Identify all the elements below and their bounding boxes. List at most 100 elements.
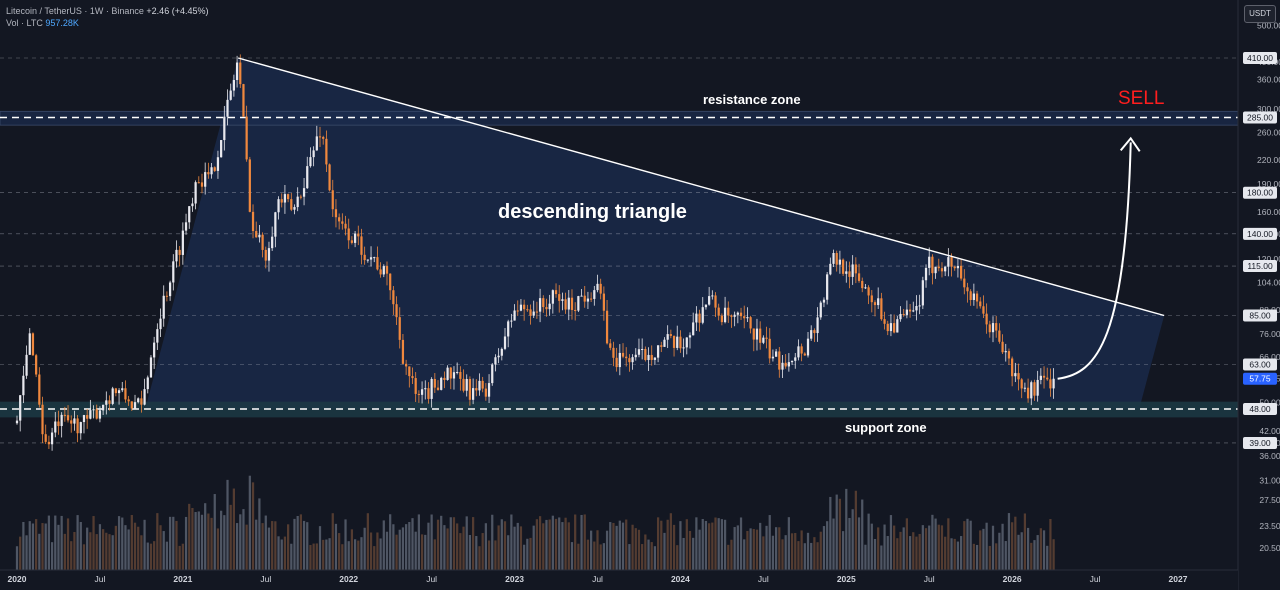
volume-bar — [711, 522, 714, 570]
volume-bar — [669, 513, 672, 570]
candle-body — [861, 280, 864, 289]
candle-body — [280, 199, 283, 203]
volume-bar — [175, 520, 178, 570]
candle-body — [353, 233, 357, 243]
candle-body — [430, 378, 433, 399]
volume-bar — [57, 524, 60, 570]
volume-bar — [325, 539, 328, 570]
candle-body — [331, 190, 334, 210]
candle-body — [778, 351, 781, 370]
volume-bar — [38, 533, 41, 570]
candle-body — [819, 302, 822, 318]
symbol-title[interactable]: Litecoin / TetherUS · 1W · Binance — [6, 6, 144, 16]
candle-body — [676, 336, 679, 348]
volume-bar — [468, 535, 472, 570]
volume-bar — [274, 521, 277, 570]
candle-body — [720, 315, 724, 323]
volume-bar — [1011, 522, 1014, 570]
candle-body — [618, 352, 621, 368]
candle-body — [223, 116, 226, 141]
volume-bar — [392, 524, 395, 570]
candle-body — [1049, 379, 1052, 389]
volume-bar — [918, 533, 921, 570]
candle-body — [743, 316, 746, 319]
candle-body — [532, 311, 535, 316]
candle-body — [60, 414, 63, 427]
candle-body — [28, 333, 31, 355]
candle-body — [516, 310, 519, 312]
volume-bar — [181, 543, 184, 570]
volume-bar — [22, 521, 25, 570]
candle-body — [50, 432, 54, 445]
candle-body — [204, 172, 207, 187]
candle-body — [191, 203, 194, 207]
price-tick-label: 20.50 — [1259, 543, 1280, 553]
candle-body — [436, 387, 440, 390]
candle-body — [181, 230, 184, 255]
currency-button[interactable]: USDT — [1244, 5, 1276, 23]
volume-bar — [165, 541, 169, 570]
candle-body — [848, 271, 851, 277]
volume-bar — [641, 544, 644, 570]
volume-bar — [25, 535, 28, 570]
volume-bar — [644, 534, 647, 570]
volume-bar — [755, 529, 759, 570]
volume-bar — [213, 494, 216, 570]
volume-bar — [854, 490, 857, 570]
volume-bar — [28, 521, 31, 570]
candle-body — [341, 221, 344, 224]
candle-body — [625, 356, 628, 359]
candle-body — [714, 295, 717, 308]
volume-bar — [765, 525, 768, 570]
volume-bar — [877, 527, 880, 570]
volume-bar — [251, 482, 255, 570]
volume-bar — [944, 536, 947, 570]
candle-body — [507, 321, 510, 337]
volume-bar — [283, 536, 287, 570]
candle-body — [408, 366, 411, 377]
volume-bar — [880, 545, 883, 570]
volume-bar — [452, 517, 456, 570]
candle-body — [660, 345, 663, 347]
volume-bar — [223, 515, 226, 570]
volume-bar — [105, 532, 108, 570]
candle-body — [334, 209, 338, 218]
volume-bar — [924, 528, 928, 570]
volume-bar — [717, 518, 720, 570]
volume-bar — [596, 530, 599, 570]
candle-body — [494, 357, 497, 365]
volume-label[interactable]: Vol · LTC — [6, 18, 43, 28]
volume-bar — [723, 519, 727, 570]
volume-bar — [443, 525, 446, 570]
volume-bar — [484, 523, 487, 570]
candle-body — [19, 395, 22, 421]
candle-body — [688, 335, 692, 338]
volume-bar — [937, 524, 940, 570]
price-tick-label: 66.00 — [1259, 352, 1280, 362]
candle-body — [988, 324, 991, 333]
volume-bar — [98, 524, 102, 570]
volume-bar — [979, 530, 982, 570]
volume-bar — [140, 535, 143, 570]
time-tick-label: Jul — [94, 574, 105, 584]
volume-bar — [905, 518, 909, 570]
candle-body — [35, 355, 38, 375]
volume-bar — [60, 515, 63, 570]
volume-bar — [395, 534, 398, 570]
volume-bar — [902, 527, 905, 570]
candle-body — [54, 421, 57, 433]
time-axis: 2020 Jul 2021 Jul 2022 Jul 2023 Jul 2024 Jul 2025 J… — [0, 569, 1238, 590]
candle-body — [902, 313, 905, 315]
volume-bar — [845, 488, 848, 570]
volume-bar — [1001, 523, 1004, 570]
volume-bar — [590, 530, 593, 570]
candle-body — [267, 248, 271, 261]
volume-bar — [315, 543, 318, 570]
candle-body — [1014, 373, 1017, 377]
volume-bar — [870, 523, 873, 570]
candle-body — [621, 352, 625, 357]
current-price-label: 57.75 — [1249, 374, 1271, 384]
candle-body — [717, 307, 720, 316]
volume-bar — [471, 517, 475, 570]
